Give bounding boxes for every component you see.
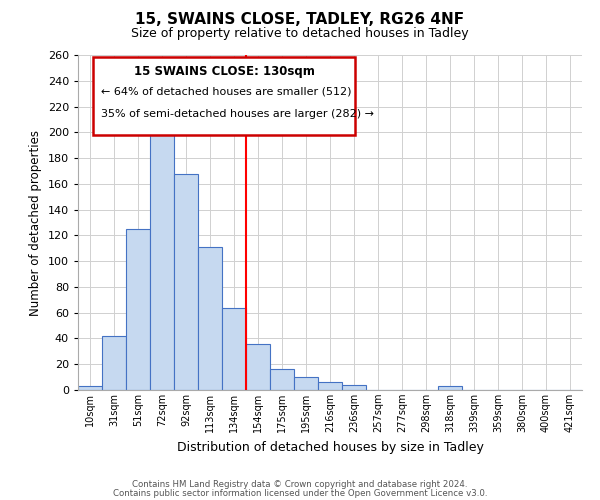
Bar bbox=[174, 174, 198, 390]
FancyBboxPatch shape bbox=[93, 56, 355, 136]
Bar bbox=[342, 385, 366, 390]
Text: 35% of semi-detached houses are larger (282) →: 35% of semi-detached houses are larger (… bbox=[101, 108, 374, 118]
Text: 15, SWAINS CLOSE, TADLEY, RG26 4NF: 15, SWAINS CLOSE, TADLEY, RG26 4NF bbox=[136, 12, 464, 28]
Bar bbox=[150, 126, 174, 390]
Text: Contains HM Land Registry data © Crown copyright and database right 2024.: Contains HM Land Registry data © Crown c… bbox=[132, 480, 468, 489]
Bar bbox=[126, 229, 150, 390]
Bar bbox=[318, 382, 342, 390]
Bar bbox=[294, 377, 318, 390]
Bar bbox=[246, 344, 270, 390]
Y-axis label: Number of detached properties: Number of detached properties bbox=[29, 130, 42, 316]
Bar bbox=[222, 308, 246, 390]
Bar bbox=[102, 336, 126, 390]
Bar bbox=[438, 386, 462, 390]
Bar bbox=[78, 386, 102, 390]
Text: ← 64% of detached houses are smaller (512): ← 64% of detached houses are smaller (51… bbox=[101, 87, 351, 97]
Bar bbox=[270, 370, 294, 390]
Text: Size of property relative to detached houses in Tadley: Size of property relative to detached ho… bbox=[131, 28, 469, 40]
X-axis label: Distribution of detached houses by size in Tadley: Distribution of detached houses by size … bbox=[176, 440, 484, 454]
Bar bbox=[198, 247, 222, 390]
Text: 15 SWAINS CLOSE: 130sqm: 15 SWAINS CLOSE: 130sqm bbox=[134, 65, 314, 78]
Text: Contains public sector information licensed under the Open Government Licence v3: Contains public sector information licen… bbox=[113, 488, 487, 498]
